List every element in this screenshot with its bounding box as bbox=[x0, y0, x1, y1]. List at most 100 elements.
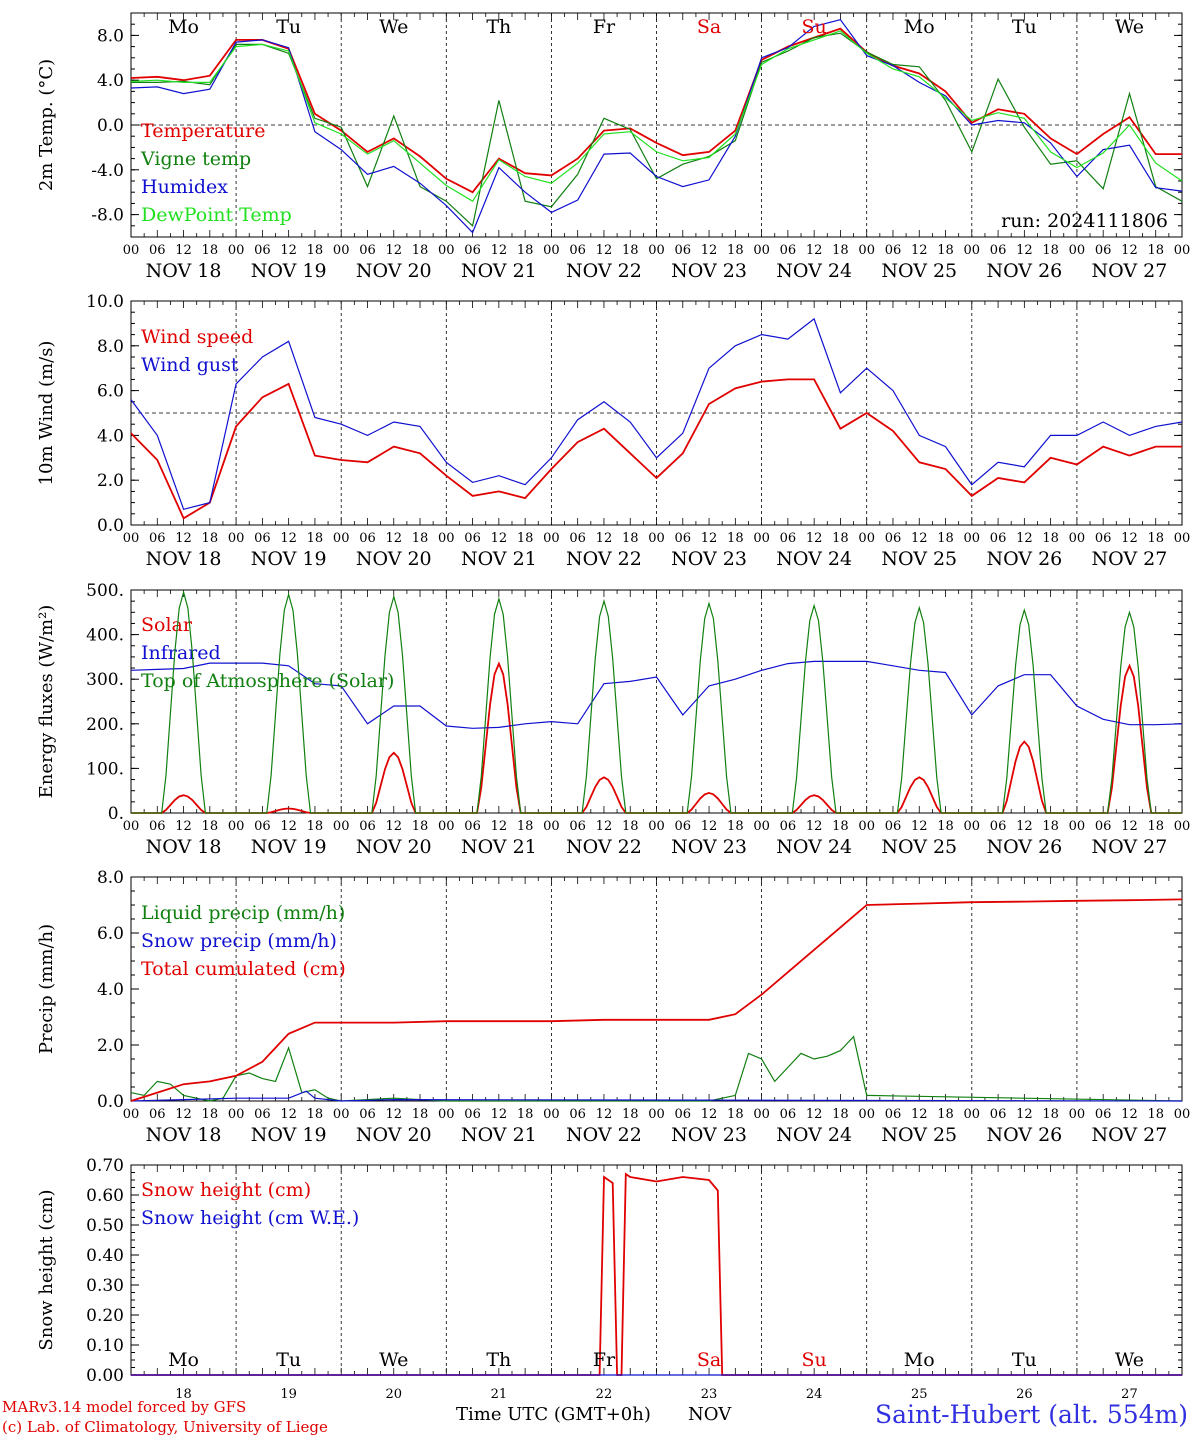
hour-label: 06 bbox=[675, 819, 692, 834]
hour-label: 00 bbox=[964, 531, 981, 546]
hour-label: 18 bbox=[202, 243, 219, 258]
hour-label: 12 bbox=[491, 819, 508, 834]
legend-entry: Top of Atmosphere (Solar) bbox=[141, 670, 394, 692]
date-label: NOV 22 bbox=[566, 1124, 642, 1146]
hour-label: 06 bbox=[569, 243, 586, 258]
station-label: Saint-Hubert (alt. 554m) bbox=[874, 1400, 1188, 1429]
hour-label: 00 bbox=[543, 819, 560, 834]
series-line-total-cumulated-cm- bbox=[130, 898, 1183, 1102]
hour-label: 06 bbox=[569, 1107, 586, 1122]
time-axis-label: Time UTC (GMT+0h) bbox=[456, 1404, 651, 1425]
date-label: NOV 24 bbox=[776, 260, 852, 282]
hour-label: 00 bbox=[228, 819, 245, 834]
hour-label: 18 bbox=[412, 1107, 429, 1122]
hour-label: 12 bbox=[385, 1107, 402, 1122]
hour-label: 12 bbox=[1121, 243, 1138, 258]
hour-label: 12 bbox=[701, 531, 718, 546]
hour-label: 18 bbox=[307, 1107, 324, 1122]
hour-label: 18 bbox=[727, 531, 744, 546]
y-tick-label: 4.0 bbox=[97, 426, 124, 446]
hour-label: 00 bbox=[753, 531, 770, 546]
legend-entry: Snow height (cm W.E.) bbox=[141, 1207, 359, 1229]
y-tick-label: 0.00 bbox=[86, 1366, 124, 1386]
hour-label: 18 bbox=[937, 1107, 954, 1122]
date-label: NOV 25 bbox=[881, 260, 957, 282]
date-label: NOV 20 bbox=[356, 260, 432, 282]
y-tick-label: 200. bbox=[86, 715, 124, 735]
date-label: NOV 26 bbox=[986, 260, 1062, 282]
hour-label: 00 bbox=[438, 1107, 455, 1122]
y-tick-label: 0.10 bbox=[86, 1336, 124, 1356]
hour-label: 06 bbox=[254, 243, 271, 258]
hour-label: 12 bbox=[280, 819, 297, 834]
hour-label: 12 bbox=[385, 531, 402, 546]
hour-label: 18 bbox=[517, 243, 534, 258]
hour-label: 00 bbox=[648, 243, 665, 258]
hour-label: 00 bbox=[858, 1107, 875, 1122]
hour-label: 00 bbox=[543, 531, 560, 546]
date-label: NOV 26 bbox=[986, 548, 1062, 570]
y-tick-label: 4.0 bbox=[97, 71, 124, 91]
date-label: NOV 19 bbox=[251, 260, 327, 282]
hour-label: 06 bbox=[464, 1107, 481, 1122]
hour-label: 12 bbox=[911, 1107, 928, 1122]
hour-label: 00 bbox=[858, 243, 875, 258]
hour-label: 06 bbox=[569, 819, 586, 834]
series-line-infrared bbox=[130, 660, 1183, 729]
hour-label: 06 bbox=[149, 819, 166, 834]
y-tick-label: 10.0 bbox=[86, 292, 124, 312]
hour-label: 18 bbox=[937, 819, 954, 834]
hour-label: 00 bbox=[333, 531, 350, 546]
hour-label: 12 bbox=[175, 819, 192, 834]
day-name: Th bbox=[486, 1349, 511, 1371]
hour-label: 00 bbox=[1069, 243, 1086, 258]
hour-label: 18 bbox=[1147, 243, 1164, 258]
day-name: Sa bbox=[697, 1349, 721, 1371]
panel-frame-3 bbox=[130, 589, 1183, 814]
series-line-snow-height-cm- bbox=[131, 1172, 1182, 1376]
hour-label: 00 bbox=[753, 243, 770, 258]
series-line-dewpoint-temp bbox=[130, 30, 1183, 203]
y-tick-label: 6.0 bbox=[97, 382, 124, 402]
day-name: Th bbox=[486, 16, 511, 38]
hour-label: 18 bbox=[832, 243, 849, 258]
series-line-wind-speed bbox=[130, 378, 1182, 520]
hour-label: 00 bbox=[438, 243, 455, 258]
day-number: 24 bbox=[806, 1387, 823, 1402]
hour-label: 06 bbox=[990, 819, 1007, 834]
hour-label: 12 bbox=[1121, 531, 1138, 546]
hour-label: 00 bbox=[648, 819, 665, 834]
hour-label: 06 bbox=[990, 1107, 1007, 1122]
hour-label: 12 bbox=[596, 243, 613, 258]
hour-label: 18 bbox=[517, 531, 534, 546]
date-label: NOV 27 bbox=[1092, 836, 1168, 858]
hour-label: 06 bbox=[780, 243, 797, 258]
hour-label: 00 bbox=[228, 531, 245, 546]
hour-label: 00 bbox=[543, 243, 560, 258]
series-line-snow-precip-mm-h- bbox=[130, 1090, 1183, 1102]
hour-label: 06 bbox=[149, 1107, 166, 1122]
legend-entry: Solar bbox=[141, 614, 193, 636]
hour-label: 06 bbox=[1095, 531, 1112, 546]
hour-label: 00 bbox=[333, 243, 350, 258]
hour-label: 00 bbox=[648, 1107, 665, 1122]
hour-label: 06 bbox=[1095, 819, 1112, 834]
legend-entry: Total cumulated (cm) bbox=[141, 958, 346, 980]
y-tick-label: 0.20 bbox=[86, 1306, 124, 1326]
y-tick-label: 0.70 bbox=[86, 1156, 124, 1176]
hour-label: 18 bbox=[937, 531, 954, 546]
date-label: NOV 18 bbox=[146, 836, 222, 858]
y-tick-label: 8.0 bbox=[97, 26, 124, 46]
hour-label: 12 bbox=[596, 531, 613, 546]
hour-label: 18 bbox=[832, 1107, 849, 1122]
hour-label: 00 bbox=[1069, 531, 1086, 546]
y-tick-label: 0.30 bbox=[86, 1276, 124, 1296]
hour-label: 00 bbox=[123, 819, 140, 834]
date-label: NOV 21 bbox=[461, 1124, 537, 1146]
day-number: 23 bbox=[701, 1387, 718, 1402]
legend-entry: Snow height (cm) bbox=[141, 1179, 311, 1201]
hour-label: 18 bbox=[727, 243, 744, 258]
hour-label: 18 bbox=[937, 243, 954, 258]
day-name: Su bbox=[802, 16, 827, 38]
day-number: 27 bbox=[1121, 1387, 1138, 1402]
